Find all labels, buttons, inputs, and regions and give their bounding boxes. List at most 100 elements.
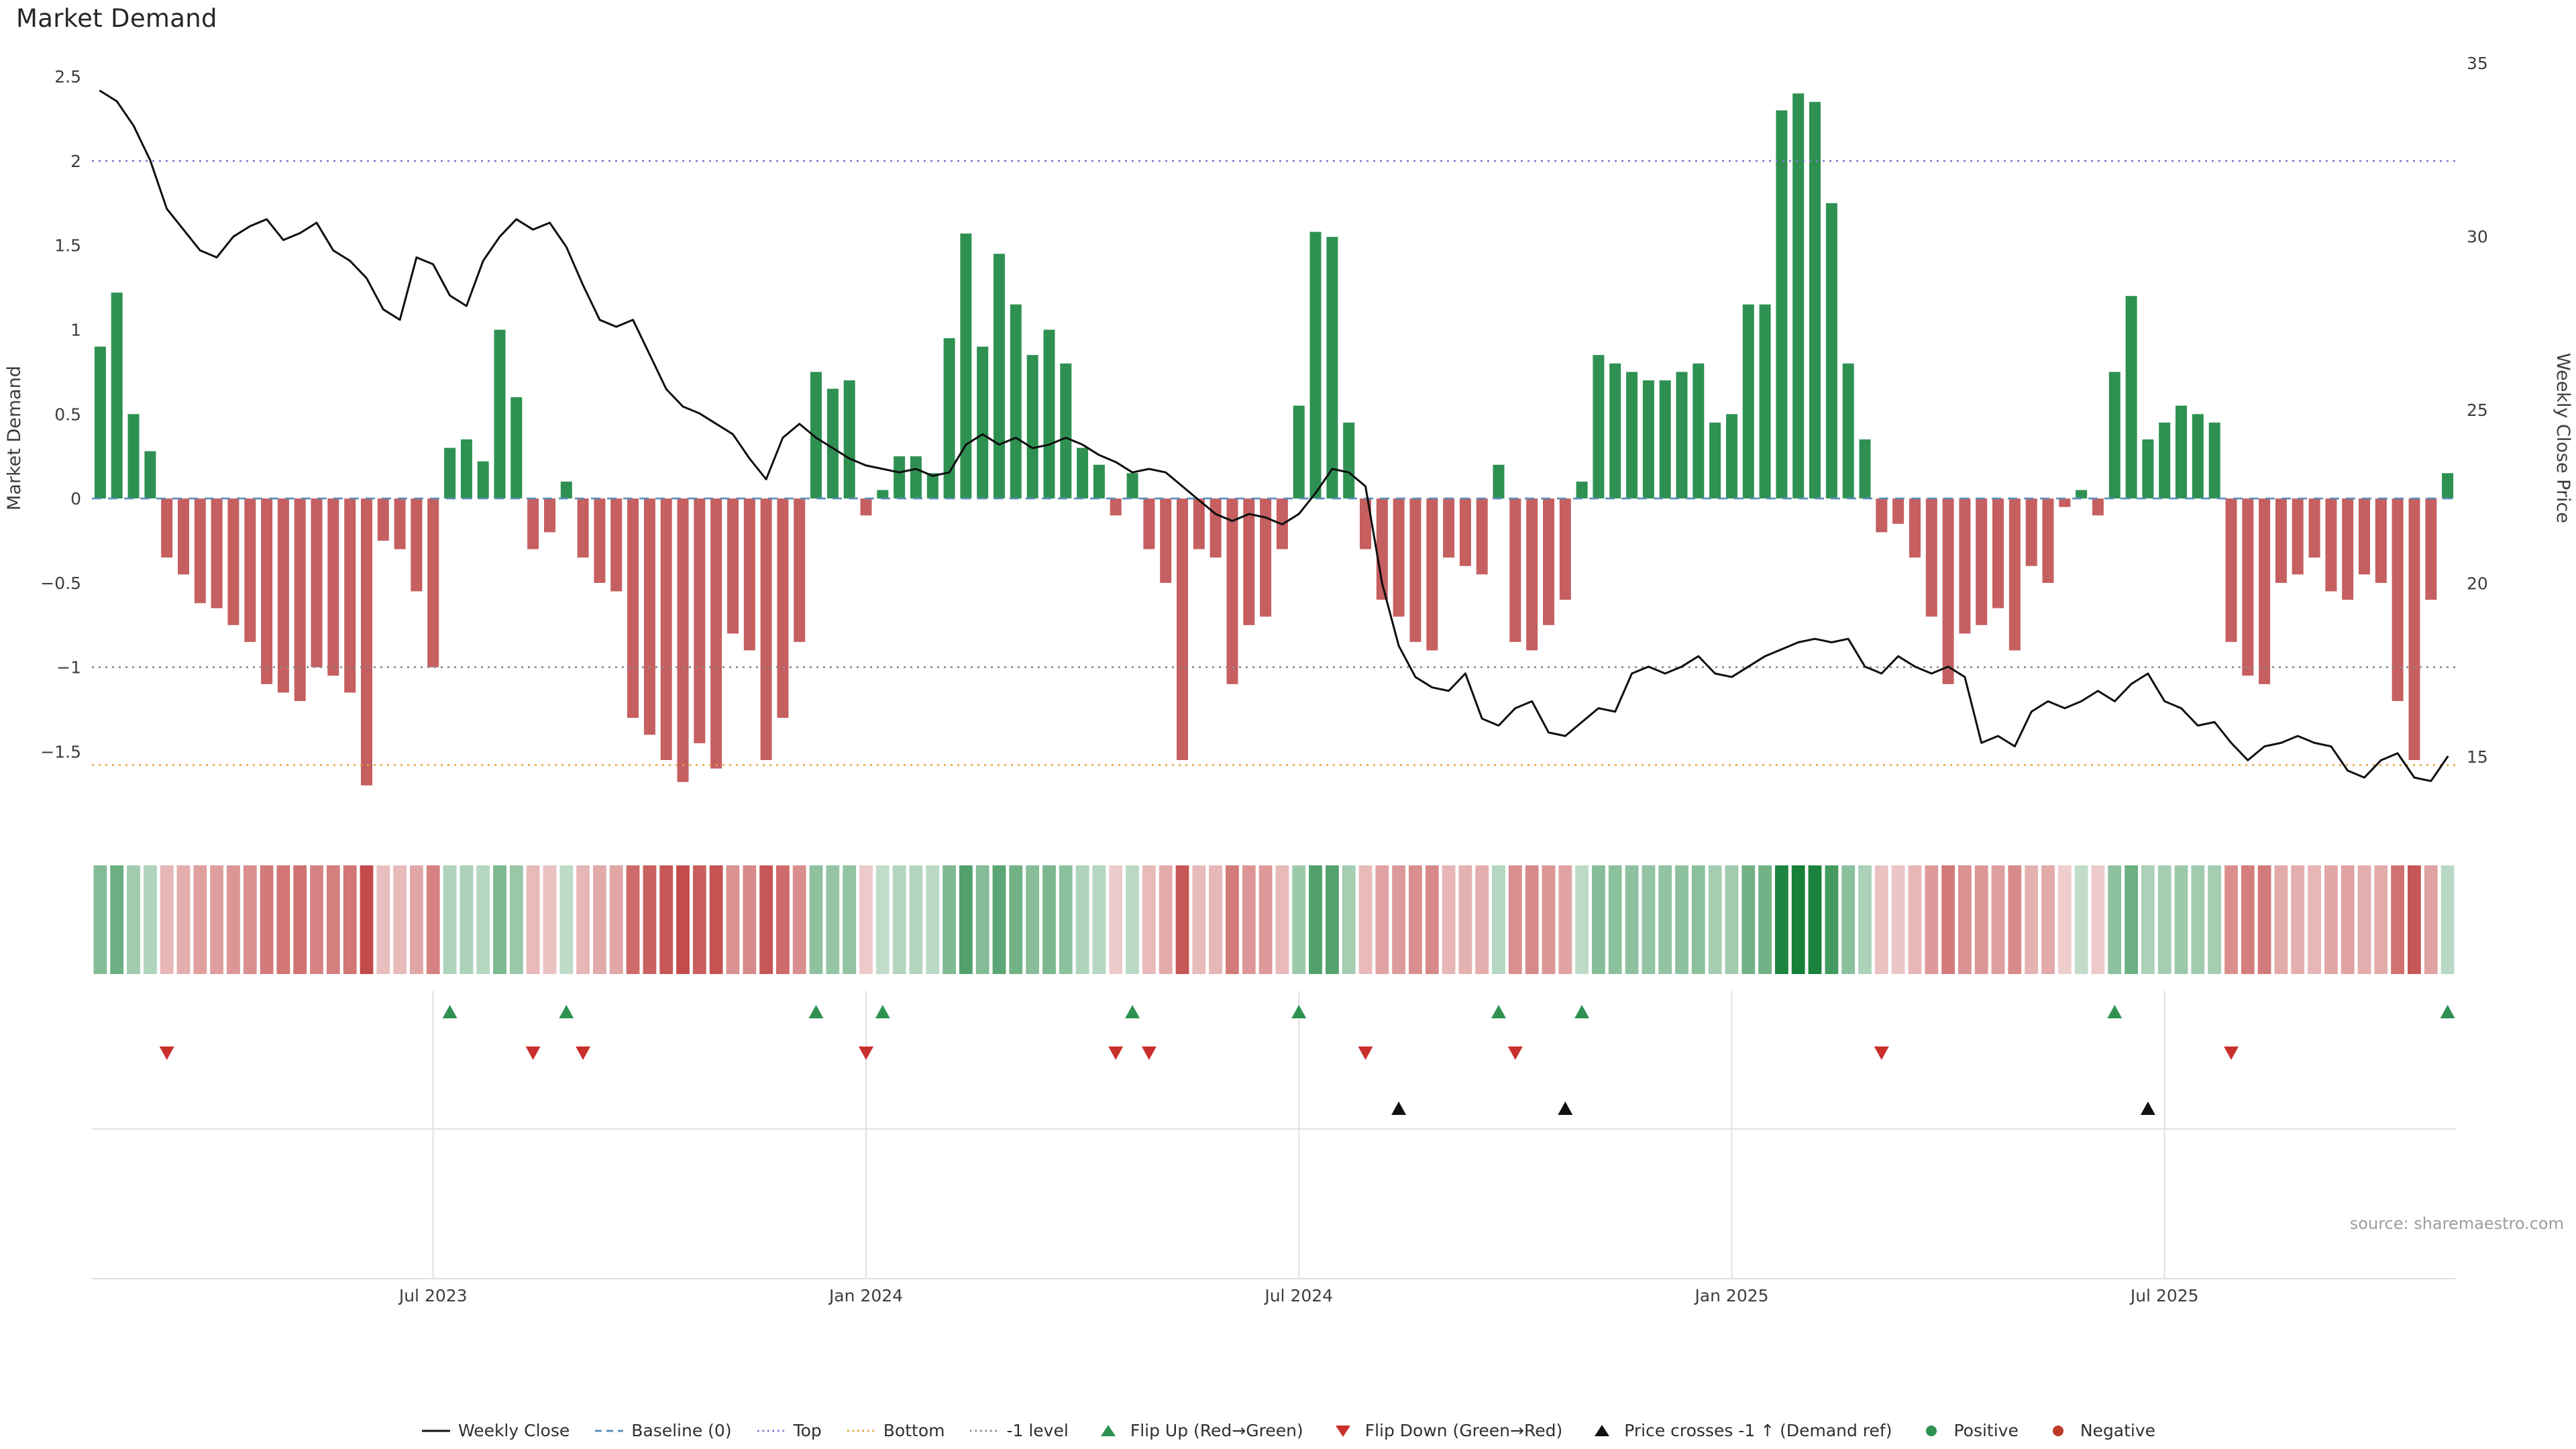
heatmap-cell: [210, 865, 223, 974]
heatmap-cell: [1425, 865, 1439, 974]
heatmap-cell: [310, 865, 323, 974]
demand-bar-positive: [1326, 237, 1338, 498]
demand-bar-positive: [1776, 110, 1788, 499]
right-axis-ticks: 35 30 25 20 15: [2467, 54, 2488, 767]
demand-bar-negative: [1526, 498, 1538, 651]
heatmap-cell: [326, 865, 340, 974]
legend-item-price-crosses-1-demand-ref: Price crosses -1 ↑ (Demand ref): [1587, 1421, 1892, 1440]
heatmap-cell: [776, 865, 790, 974]
left-axis-tick-label: 2: [70, 152, 81, 171]
legend-glyph-triangle-up-icon: [1100, 1424, 1116, 1436]
heatmap-cell: [1292, 865, 1306, 974]
demand-bar-positive: [444, 447, 456, 499]
demand-bar-negative: [344, 498, 356, 693]
legend-glyph-triangle-down-icon: [1335, 1425, 1350, 1437]
heatmap-cell: [1974, 865, 1988, 974]
right-axis-tick-label: 25: [2467, 400, 2488, 420]
flip-up-marker: [2440, 1005, 2455, 1019]
heatmap-cell: [2291, 865, 2305, 974]
demand-bar-positive: [1576, 481, 1588, 499]
demand-bar-negative: [1992, 498, 2004, 608]
legend-label: -1 level: [1006, 1421, 1069, 1440]
legend-label: Bottom: [883, 1421, 945, 1440]
demand-bar-negative: [1409, 498, 1421, 642]
legend-glyph-dotted-line-icon: [970, 1430, 999, 1432]
demand-bar-negative: [1110, 498, 1122, 516]
heatmap-cell: [1841, 865, 1856, 974]
legend-item-top: Top: [756, 1421, 822, 1440]
right-axis-tick-label: 20: [2467, 574, 2488, 594]
demand-bar-negative: [777, 498, 789, 718]
heatmap-cell: [1258, 865, 1273, 974]
flip-up-marker: [1491, 1005, 1506, 1019]
demand-bar-negative: [2359, 498, 2370, 575]
demand-bar-positive: [1077, 447, 1089, 499]
demand-bar-negative: [860, 498, 872, 516]
demand-bar-negative: [1459, 498, 1471, 566]
heatmap-cell: [659, 865, 674, 974]
source-note: source: sharemaestro.com: [2349, 1214, 2564, 1233]
heatmap-cell: [343, 865, 357, 974]
heatmap-cell: [2440, 865, 2455, 974]
demand-bar-positive: [1659, 380, 1671, 499]
demand-bar-negative: [1543, 498, 1554, 625]
heatmap-cell: [1675, 865, 1688, 974]
demand-bar-positive: [2142, 439, 2154, 498]
demand-bar-negative: [2275, 498, 2287, 583]
chart-legend: Weekly Close Baseline (0) Top Bottom -1 leve…: [0, 1421, 2576, 1440]
heatmap-cell: [1542, 865, 1556, 974]
demand-bar-positive: [1043, 329, 1055, 499]
heatmap-cell: [227, 865, 240, 974]
heatmap-cell: [1575, 865, 1589, 974]
demand-bar-negative: [727, 498, 739, 634]
demand-bar-negative: [244, 498, 256, 642]
heatmap-cell: [1142, 865, 1156, 974]
demand-bar-negative: [1925, 498, 1937, 617]
heatmap-cell: [176, 865, 191, 974]
demand-bar-positive: [1759, 304, 1771, 499]
heatmap-cell: [1592, 865, 1605, 974]
grid-lines: [92, 991, 2456, 1279]
heatmap-cell: [859, 865, 873, 974]
left-axis-tick-label: −0.5: [40, 574, 81, 593]
heatmap-cell: [875, 865, 890, 974]
heatmap-cell: [593, 865, 606, 974]
heatmap-cell: [1558, 865, 1572, 974]
heatmap-cell: [1525, 865, 1539, 974]
heatmap-cell: [1725, 865, 1739, 974]
heatmap-cell: [410, 865, 423, 974]
demand-bar-positive: [977, 346, 989, 499]
heatmap-cell: [926, 865, 940, 974]
demand-bar-positive: [2192, 414, 2204, 499]
heatmap-cell: [1858, 865, 1872, 974]
flip-up-marker: [1291, 1005, 1307, 1019]
heatmap-cell: [160, 865, 174, 974]
heatmap-cell: [1159, 865, 1173, 974]
heatmap-cell: [127, 865, 140, 974]
demand-bar-negative: [261, 498, 273, 684]
demand-bar-positive: [810, 372, 822, 499]
heatmap-cell: [1026, 865, 1039, 974]
demand-bar-negative: [394, 498, 406, 549]
heatmap-cell: [1891, 865, 1905, 974]
heatmap-cell: [376, 865, 390, 974]
heatmap-cell: [1808, 865, 1822, 974]
flip-down-marker: [159, 1046, 174, 1060]
demand-bar-negative: [1509, 498, 1521, 642]
heatmap-cell: [759, 865, 773, 974]
demand-bar-negative: [1443, 498, 1455, 558]
heatmap-cell: [144, 865, 157, 974]
demand-bar-negative: [161, 498, 173, 558]
left-axis-ticks: 2.5 2 1.5 1 0.5 0 −0.5 −1 −1.5: [40, 67, 81, 761]
heatmap-cell: [959, 865, 973, 974]
demand-bar-negative: [1210, 498, 1222, 558]
demand-bar-negative: [361, 498, 372, 786]
heatmap-cell: [1409, 865, 1422, 974]
heatmap-cell: [2141, 865, 2155, 974]
flip-down-markers: [159, 1046, 2239, 1060]
demand-bar-positive: [511, 397, 523, 498]
heatmap-cell: [843, 865, 857, 974]
heatmap-cell: [726, 865, 740, 974]
demand-bar-positive: [2159, 422, 2171, 499]
heatmap-cell: [2125, 865, 2138, 974]
